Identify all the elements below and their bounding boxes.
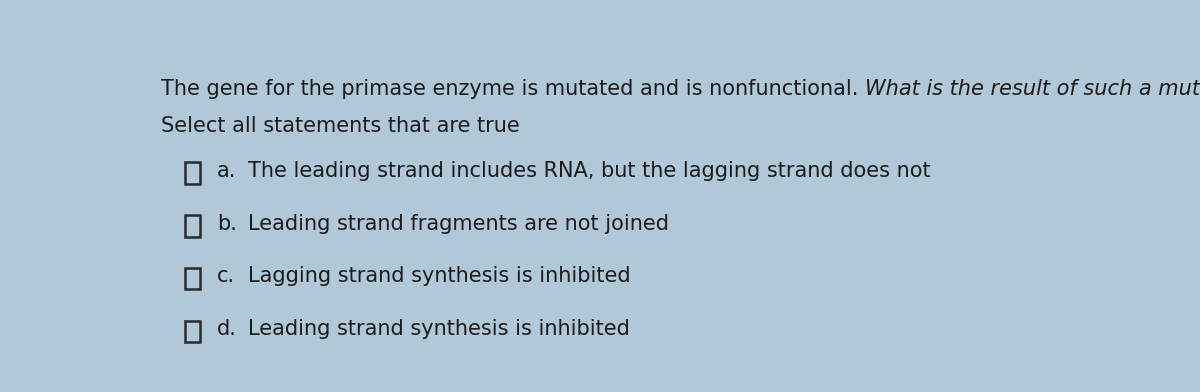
Text: What is the result of such a mutation?: What is the result of such a mutation?: [865, 79, 1200, 99]
Bar: [185, 162, 200, 184]
Text: Select all statements that are true: Select all statements that are true: [161, 116, 520, 136]
Text: d.: d.: [217, 319, 236, 339]
Text: b.: b.: [217, 214, 236, 234]
Text: Leading strand fragments are not joined: Leading strand fragments are not joined: [247, 214, 668, 234]
Text: The leading strand includes RNA, but the lagging strand does not: The leading strand includes RNA, but the…: [247, 161, 930, 181]
Text: The gene for the primase enzyme is mutated and is nonfunctional.: The gene for the primase enzyme is mutat…: [161, 79, 865, 99]
Bar: [185, 268, 200, 289]
Text: a.: a.: [217, 161, 236, 181]
Text: c.: c.: [217, 267, 235, 287]
Bar: [185, 321, 200, 342]
Bar: [185, 215, 200, 237]
Text: Lagging strand synthesis is inhibited: Lagging strand synthesis is inhibited: [247, 267, 630, 287]
Text: Leading strand synthesis is inhibited: Leading strand synthesis is inhibited: [247, 319, 630, 339]
